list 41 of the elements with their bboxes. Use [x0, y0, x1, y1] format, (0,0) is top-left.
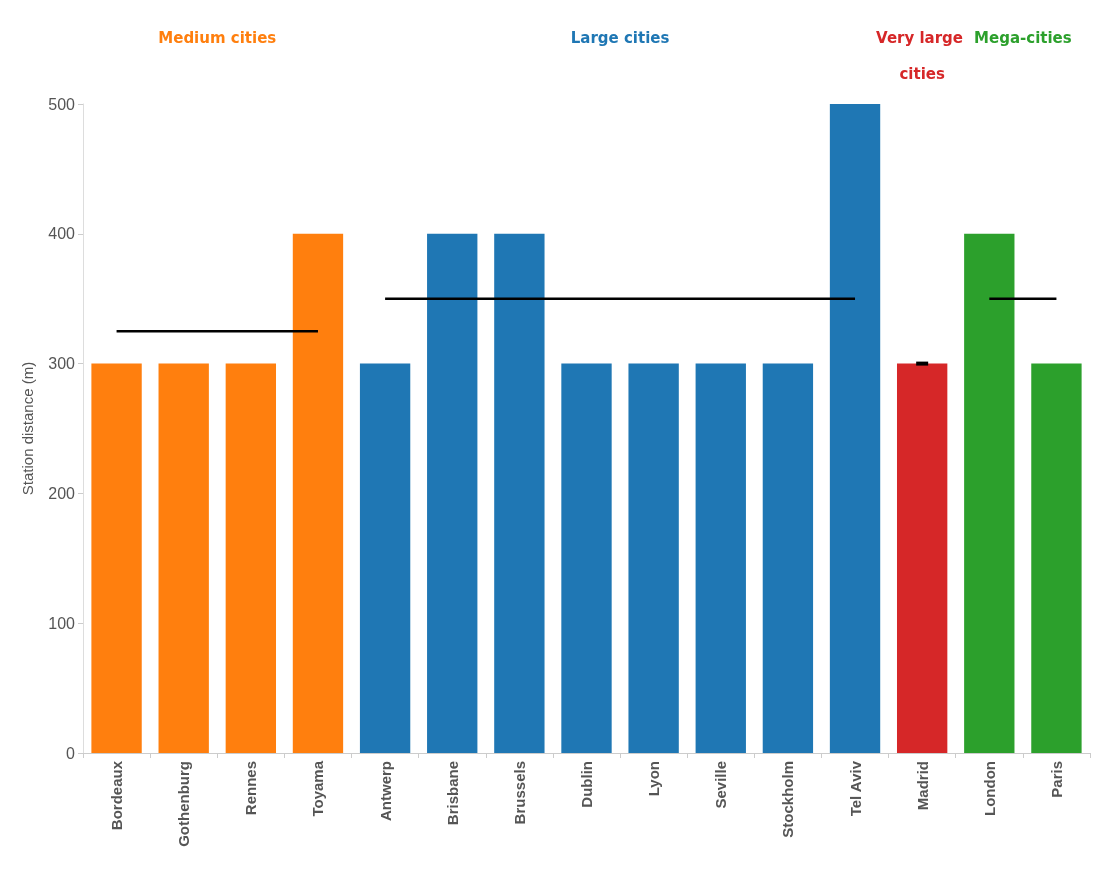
bar	[91, 363, 142, 753]
bar	[964, 233, 1015, 753]
x-tick-label: Gothenburg	[175, 761, 193, 847]
text: Very large cities	[876, 29, 964, 83]
y-tick-label: 400	[48, 225, 76, 243]
x-tick-label: Rennes	[242, 761, 260, 816]
bar	[829, 104, 881, 753]
bar	[628, 363, 679, 753]
x-tick-label: Madrid	[913, 761, 931, 811]
text: Medium cities	[158, 29, 277, 47]
bar	[1031, 363, 1082, 753]
x-tick-label: Paris	[1047, 761, 1065, 798]
bar	[427, 233, 478, 753]
x-tick-label: Stockholm	[779, 761, 797, 838]
y-tick-label: 300	[48, 355, 76, 373]
x-tick-label: Bordeaux	[108, 760, 126, 831]
bar	[762, 363, 814, 753]
y-tick-label: 0	[66, 744, 76, 762]
x-tick-label: Antwerp	[376, 761, 394, 821]
y-axis-title: Station distance (m)	[19, 361, 36, 496]
bar	[896, 363, 948, 753]
bar	[494, 233, 545, 753]
bar	[561, 363, 612, 753]
bar	[292, 233, 344, 753]
x-tick-label: Brussels	[510, 761, 528, 825]
bar	[225, 363, 277, 753]
y-tick-label: 500	[48, 95, 76, 113]
text: Large cities	[570, 29, 670, 47]
y-tick-label: 200	[48, 484, 76, 502]
x-tick-label: Lyon	[645, 761, 663, 797]
x-tick-label: Brisbane	[443, 761, 461, 826]
bar	[158, 363, 209, 753]
y-tick-label: 100	[48, 614, 76, 632]
x-tick-label: Dublin	[578, 761, 595, 808]
x-tick-label: Tel Aviv	[846, 760, 864, 817]
x-tick-label: London	[980, 761, 998, 816]
x-tick-label: Seville	[712, 761, 730, 809]
x-tick-label: Toyama	[309, 760, 327, 817]
bar	[695, 363, 746, 753]
text: Mega-cities	[974, 29, 1072, 47]
bar	[359, 363, 411, 753]
